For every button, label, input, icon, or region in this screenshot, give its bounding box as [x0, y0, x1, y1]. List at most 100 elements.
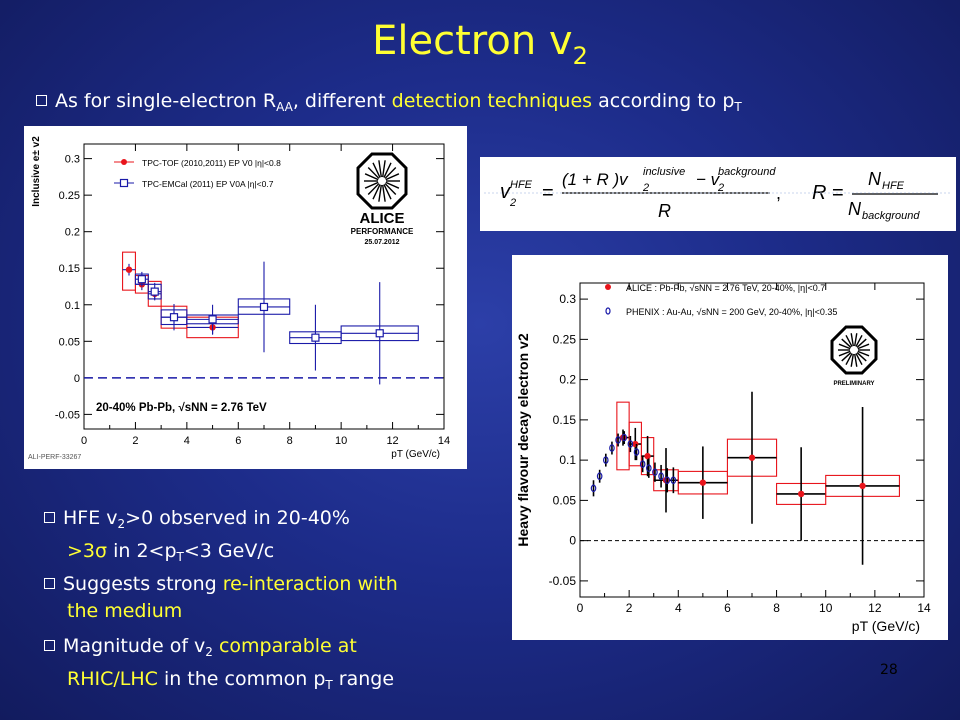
checkbox-bullet-icon — [44, 640, 55, 651]
legend-label: ALICE : Pb-Pb, √sNN = 2.76 TeV, 20-40%, … — [626, 283, 825, 293]
data-point — [596, 472, 603, 481]
x-tick-label: 14 — [917, 601, 931, 615]
data-point — [615, 436, 621, 444]
data-point — [658, 472, 664, 481]
x-tick-label: 6 — [235, 435, 241, 447]
intro-bullet: As for single-electron RAA, different de… — [36, 88, 742, 121]
data-point — [621, 433, 628, 442]
alice-logo-track — [382, 160, 386, 178]
alice-logo-track — [383, 162, 392, 178]
alice-logo-track — [845, 334, 853, 347]
x-tick-label: 10 — [335, 435, 347, 447]
formula-panel: v HFE 2 = (1 + R )v inclusive 2 − v back… — [480, 157, 956, 231]
finding-2: Suggests strong re-interaction with — [44, 571, 514, 598]
checkbox-bullet-icon — [44, 578, 55, 589]
finding-3-line-2: RHIC/LHC in the common pT range — [67, 668, 395, 692]
alice-logo-track — [385, 173, 400, 181]
x-tick-label: 2 — [626, 601, 633, 615]
formula-comma: , — [776, 183, 781, 203]
data-point — [259, 302, 269, 312]
finding-3: Magnitude of v2 comparable at — [44, 633, 514, 666]
data-point — [652, 468, 658, 477]
finding-2-line-2: the medium — [67, 600, 183, 622]
formula-numerator: (1 + R )v — [562, 170, 629, 189]
legend-label: PHENIX : Au-Au, √sNN = 200 GeV, 20-40%, … — [626, 307, 837, 317]
left-chart: 0 2 4 6 8 10 12 14 -0.05 0 0.05 0.1 0.15 0.2 0.25 0.3 pT… — [28, 136, 450, 461]
slide-title: Electron v2 — [372, 18, 588, 70]
legend-label: TPC-EMCal (2011) EP V0A |η|<0.7 — [142, 179, 274, 189]
y-tick-label: -0.05 — [55, 409, 80, 421]
y-tick-label: 0.2 — [65, 227, 80, 239]
alice-logo-track — [850, 353, 854, 367]
y-axis-label: Inclusive e± v2 — [31, 136, 42, 207]
formula-two-sub-3: 2 — [717, 182, 724, 194]
data-point — [859, 482, 866, 490]
x-tick-label: 14 — [438, 435, 450, 447]
x-tick-label: 4 — [675, 601, 682, 615]
data-point — [603, 456, 609, 464]
x-tick-label: 12 — [386, 435, 398, 447]
x-tick-label: 10 — [819, 601, 833, 615]
data-point — [627, 440, 634, 448]
legend-marker — [605, 284, 611, 290]
y-tick-label: 0.05 — [59, 336, 80, 348]
y-tick-label: 0.1 — [65, 300, 80, 312]
right-chart-panel: 0 2 4 6 8 10 12 14 -0.05 0 0.05 0.1 0.15 0.2 0.25 0.3 pT… — [512, 255, 948, 640]
y-tick-label: 0.25 — [59, 190, 80, 202]
data-point — [748, 454, 756, 461]
legend-marker — [605, 307, 611, 315]
data-point — [670, 476, 677, 485]
y-tick-label: 0.15 — [59, 263, 80, 275]
formula-equals-1: = — [542, 182, 554, 204]
y-tick-label: -0.05 — [549, 574, 577, 588]
data-point — [609, 444, 615, 452]
data-point — [646, 464, 652, 472]
data-point — [797, 490, 805, 498]
alice-logo-text: ALICE — [360, 210, 405, 227]
legend-marker — [119, 178, 129, 188]
y-axis-label: Heavy flavour decay electron v2 — [515, 333, 531, 546]
checkbox-bullet-icon — [36, 95, 47, 106]
data-point — [639, 460, 646, 468]
figure-id-label: ALI-PERF-33267 — [28, 454, 81, 461]
data-point — [311, 333, 320, 342]
alice-logo-track — [854, 333, 858, 347]
alice-logo-track — [364, 181, 379, 189]
formula-two-sub-1: 2 — [509, 197, 516, 209]
data-point — [150, 287, 159, 296]
alice-logo-date: 25.07.2012 — [364, 239, 399, 246]
y-tick-label: 0 — [569, 534, 576, 548]
formula-n-bkg: N — [848, 199, 862, 219]
left-chart-panel: 0 2 4 6 8 10 12 14 -0.05 0 0.05 0.1 0.15 0.2 0.25 0.3 pT… — [24, 126, 467, 469]
alice-logo-track — [854, 353, 858, 367]
alice-logo-track — [378, 160, 382, 178]
formula-background-sup: background — [718, 166, 776, 178]
formula-two-sub-2: 2 — [642, 182, 649, 194]
title-subscript: 2 — [572, 42, 588, 70]
legend-marker — [121, 159, 127, 165]
hfe-formula: v HFE 2 = (1 + R )v inclusive 2 − v back… — [484, 166, 952, 222]
alice-logo-track — [856, 338, 867, 348]
alice-logo-track — [845, 353, 853, 366]
alice-logo-track — [855, 334, 863, 347]
x-tick-label: 8 — [287, 435, 293, 447]
alice-logo-icon — [356, 152, 408, 210]
formula-r-lhs: R — [812, 182, 826, 204]
x-tick-label: 8 — [773, 601, 780, 615]
y-tick-label: 0 — [74, 373, 80, 385]
x-tick-label: 2 — [132, 435, 138, 447]
data-point — [125, 266, 133, 273]
alice-logo-track — [364, 173, 379, 181]
y-tick-label: 0.05 — [553, 493, 577, 507]
alice-logo-track — [855, 353, 863, 366]
alice-logo-icon — [830, 325, 878, 375]
data-point — [633, 448, 640, 456]
formula-denominator-r: R — [658, 201, 671, 221]
formula-minus-v: − v — [696, 170, 721, 189]
y-tick-label: 0.1 — [559, 453, 576, 467]
y-tick-label: 0.15 — [553, 413, 577, 427]
formula-n-hfe: N — [868, 169, 882, 189]
page-number: 28 — [880, 662, 898, 678]
plot-annotation: 20-40% Pb-Pb, √sNN = 2.76 TeV — [96, 401, 267, 414]
data-point — [644, 452, 651, 460]
